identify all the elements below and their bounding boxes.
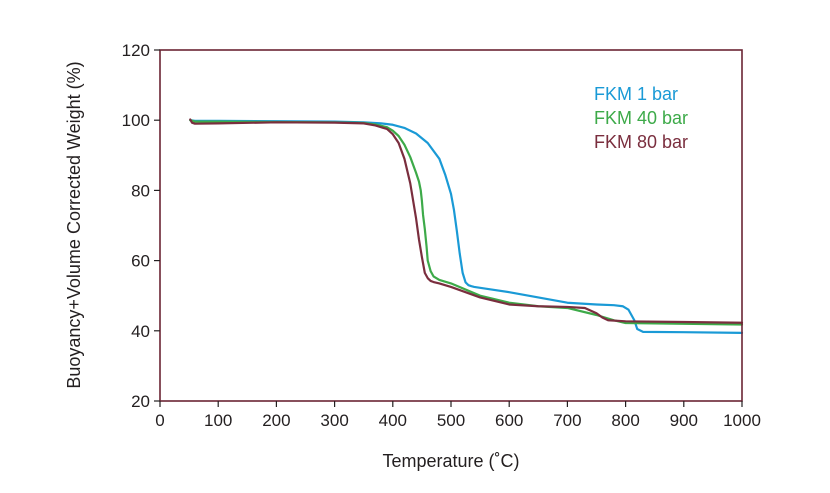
y-tick-label: 80 bbox=[131, 181, 150, 200]
series-line-fkm-1-bar bbox=[189, 119, 744, 335]
x-tick-label: 900 bbox=[670, 411, 698, 430]
y-tick-label: 120 bbox=[122, 41, 150, 60]
y-tick-label: 100 bbox=[122, 111, 150, 130]
x-tick-label: 200 bbox=[262, 411, 290, 430]
y-axis-tick-labels: 20 40 60 80 100 120 bbox=[122, 41, 150, 411]
x-tick-label: 800 bbox=[611, 411, 639, 430]
x-tick-label: 400 bbox=[379, 411, 407, 430]
x-tick-label: 600 bbox=[495, 411, 523, 430]
x-tick-label: 0 bbox=[155, 411, 164, 430]
x-axis-label: Temperature (˚C) bbox=[382, 451, 519, 471]
x-tick-label: 1000 bbox=[723, 411, 761, 430]
x-tick-label: 500 bbox=[437, 411, 465, 430]
axis-ticks bbox=[154, 49, 743, 407]
legend-entry-fkm-40-bar: FKM 40 bar bbox=[594, 108, 688, 128]
legend: FKM 1 bar FKM 40 bar FKM 80 bar bbox=[594, 84, 688, 152]
legend-entry-fkm-1-bar: FKM 1 bar bbox=[594, 84, 678, 104]
x-tick-label: 100 bbox=[204, 411, 232, 430]
y-tick-label: 40 bbox=[131, 322, 150, 341]
legend-entry-fkm-80-bar: FKM 80 bar bbox=[594, 132, 688, 152]
series-lines bbox=[189, 118, 744, 335]
x-tick-label: 300 bbox=[320, 411, 348, 430]
x-tick-label: 700 bbox=[553, 411, 581, 430]
y-axis-label: Buoyancy+Volume Corrected Weight (%) bbox=[64, 61, 84, 388]
y-tick-label: 60 bbox=[131, 252, 150, 271]
x-axis-tick-labels: 0 100 200 300 400 500 600 700 800 900 1000 bbox=[155, 411, 761, 430]
series-line-fkm-80-bar bbox=[189, 118, 744, 324]
y-tick-label: 20 bbox=[131, 392, 150, 411]
